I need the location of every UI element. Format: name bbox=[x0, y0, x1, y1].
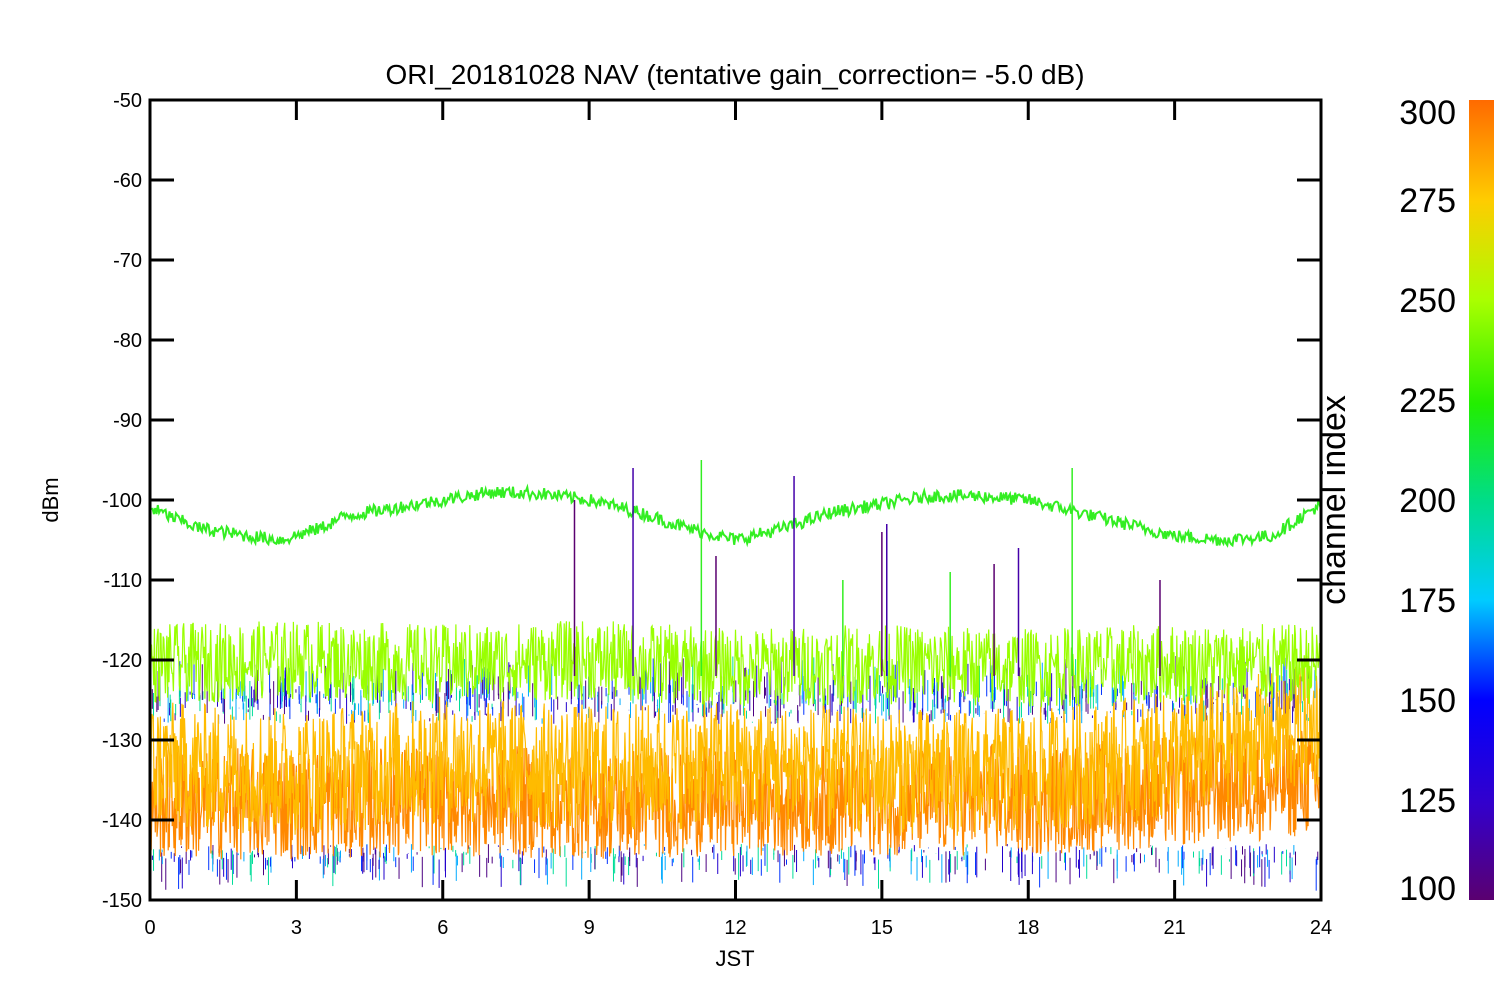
colorbar-tick-label: 250 bbox=[1399, 282, 1456, 320]
y-tick-label: -50 bbox=[113, 90, 142, 112]
x-tick-label: 9 bbox=[584, 917, 595, 939]
x-tick-label: 0 bbox=[144, 917, 155, 939]
x-axis-label: JST bbox=[715, 946, 754, 971]
x-tick-label: 6 bbox=[437, 917, 448, 939]
axes: 0 3 6 9 12 15 18 21 24 -50 -60 -70 -80 -90 -100 -110 -12… bbox=[102, 90, 1332, 939]
x-tick-label: 24 bbox=[1310, 917, 1332, 939]
y-tick-label: -120 bbox=[102, 650, 142, 672]
colorbar-title: channel index bbox=[1315, 395, 1353, 605]
y-tick-label: -100 bbox=[102, 490, 142, 512]
y-tick-label: -70 bbox=[113, 250, 142, 272]
colorbar-tick-label: 125 bbox=[1399, 782, 1456, 820]
colorbar-tick-label: 200 bbox=[1399, 482, 1456, 520]
y-tick-label: -140 bbox=[102, 810, 142, 832]
y-tick-label: -130 bbox=[102, 730, 142, 752]
y-axis-label: dBm bbox=[38, 477, 63, 522]
colorbar-tick-label: 275 bbox=[1399, 182, 1456, 220]
interference-spikes bbox=[573, 460, 1161, 676]
colorbar-tick-label: 175 bbox=[1399, 582, 1456, 620]
x-tick-label: 3 bbox=[291, 917, 302, 939]
x-tick-label: 21 bbox=[1164, 917, 1186, 939]
series-line-channel-260 bbox=[150, 621, 1321, 708]
colorbar-tick-label: 150 bbox=[1399, 682, 1456, 720]
y-tick-label: -110 bbox=[103, 570, 142, 592]
series-line-channel-240 bbox=[150, 483, 1321, 548]
x-tick-label: 18 bbox=[1017, 917, 1039, 939]
colorbar-tick-label: 225 bbox=[1399, 382, 1456, 420]
y-tick-label: -80 bbox=[113, 330, 142, 352]
plot-area bbox=[150, 460, 1321, 891]
y-tick-label: -90 bbox=[113, 410, 142, 432]
y-tick-label: -150 bbox=[102, 890, 142, 912]
y-tick-label: -60 bbox=[113, 170, 142, 192]
series-line-channel-285 bbox=[150, 664, 1321, 836]
chart-title: ORI_20181028 NAV (tentative gain_correct… bbox=[385, 59, 1084, 90]
colorbar-tick-label: 100 bbox=[1399, 870, 1456, 908]
colorbar-labels: 100 125 150 175 200 225 250 275 300 bbox=[1399, 94, 1456, 908]
x-tick-label: 12 bbox=[724, 917, 746, 939]
x-tick-label: 15 bbox=[871, 917, 893, 939]
colorbar bbox=[1469, 100, 1494, 900]
colorbar-tick-label: 300 bbox=[1399, 94, 1456, 132]
